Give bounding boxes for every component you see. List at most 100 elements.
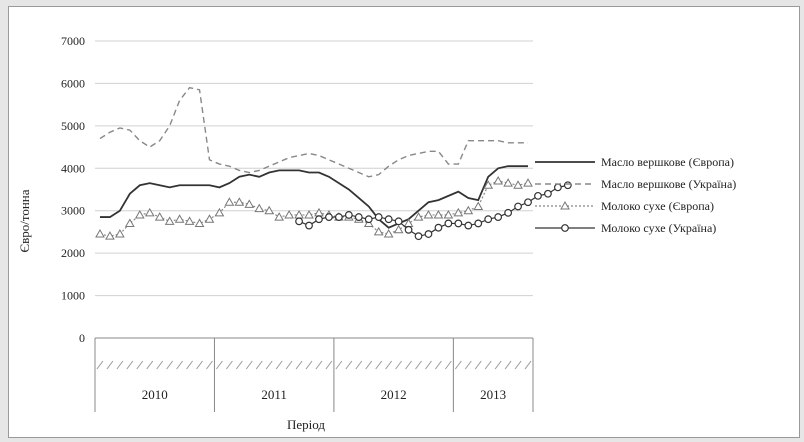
month-tick: [365, 360, 373, 370]
triangle-marker: [473, 201, 484, 210]
year-label: 2011: [261, 387, 287, 402]
circle-marker: [544, 189, 552, 198]
month-tick: [385, 360, 393, 370]
month-tick: [235, 360, 243, 370]
month-tick: [206, 360, 213, 370]
series-line: [99, 180, 529, 237]
circle-marker: [444, 219, 453, 228]
circle-marker: [504, 208, 513, 217]
circle-marker: [553, 183, 562, 192]
series-layer: [95, 86, 572, 241]
triangle-marker: [373, 226, 384, 236]
circle-marker: [344, 211, 353, 219]
circle-marker: [404, 225, 413, 234]
circle-marker: [474, 219, 483, 228]
legend: Масло вершкове (Європа) Масло вершкове (У…: [535, 155, 736, 235]
triangle-marker: [443, 209, 454, 219]
circle-marker: [434, 223, 443, 232]
triangle-marker: [513, 180, 523, 189]
month-tick: [305, 360, 313, 370]
triangle-marker: [413, 212, 424, 221]
triangle-marker: [224, 197, 235, 206]
circle-marker: [484, 215, 493, 224]
month-tick: [255, 360, 263, 370]
month-tick: [245, 360, 253, 370]
month-tick: [156, 360, 164, 370]
circle-marker: [494, 213, 503, 221]
y-tick-label: 2000: [61, 246, 85, 260]
triangle-marker: [124, 218, 135, 227]
month-tick: [96, 360, 104, 370]
month-tick: [484, 360, 492, 370]
month-tick: [176, 360, 184, 370]
month-tick: [355, 360, 363, 370]
series-1: [99, 165, 529, 229]
circle-marker: [524, 198, 532, 207]
month-tick: [405, 360, 412, 370]
triangle-marker: [154, 212, 165, 221]
triangle-marker: [463, 205, 474, 215]
circle-marker: [305, 221, 313, 230]
triangle-marker: [274, 212, 285, 221]
series-line: [298, 184, 568, 237]
year-label: 2012: [381, 387, 407, 402]
circle-marker: [384, 215, 393, 224]
triangle-marker: [284, 209, 294, 219]
month-tick: [196, 360, 203, 370]
month-tick: [514, 360, 522, 370]
triangle-marker: [234, 197, 245, 206]
circle-marker: [534, 191, 542, 200]
month-tick: [325, 360, 333, 370]
triangle-marker: [204, 214, 215, 223]
triangle-marker: [115, 229, 125, 238]
circle-marker: [563, 181, 572, 190]
month-tick: [395, 360, 403, 370]
month-tick: [265, 360, 273, 370]
triangle-marker: [144, 207, 155, 217]
legend-label: Масло вершкове (Європа): [601, 155, 734, 169]
month-tick: [345, 360, 353, 370]
month-tick: [375, 360, 383, 370]
circle-marker: [561, 224, 569, 232]
x-tick-labels: 2010 2011 2012 2013: [94, 338, 534, 412]
triangle-marker: [453, 207, 464, 217]
y-tick-label: 5000: [61, 119, 85, 133]
triangle-marker: [423, 209, 434, 219]
month-tick: [474, 360, 482, 370]
year-label: 2013: [480, 387, 506, 402]
month-tick: [435, 360, 442, 370]
triangle-marker: [383, 229, 394, 238]
month-tick: [464, 360, 472, 370]
circle-marker: [424, 230, 433, 238]
triangle-marker: [184, 216, 195, 225]
month-tick: [166, 360, 174, 370]
circle-marker: [334, 213, 343, 221]
triangle-marker: [314, 207, 324, 217]
series-line: [99, 86, 529, 178]
month-tick: [225, 360, 233, 370]
triangle-marker: [95, 229, 105, 238]
circle-marker: [325, 213, 333, 221]
y-tick-label: 0: [79, 331, 85, 345]
circle-marker: [514, 202, 522, 211]
y-tick-label: 1000: [61, 289, 85, 303]
legend-label: Молоко сухе (Європа): [601, 199, 714, 213]
month-tick: [335, 360, 343, 370]
triangle-marker: [304, 209, 314, 219]
y-axis-label: Євро/тонна: [17, 189, 32, 252]
y-tick-label: 3000: [61, 204, 85, 218]
chart-frame: 0 1000 2000 3000 4000 5000 6000 7000 2010 2011 20…: [8, 6, 800, 438]
circle-marker: [464, 221, 473, 230]
month-tick: [116, 360, 124, 370]
month-tick: [275, 360, 283, 370]
triangle-marker: [194, 218, 205, 227]
month-tick: [444, 360, 452, 370]
month-tick: [494, 360, 502, 370]
month-tick: [504, 360, 512, 370]
circle-marker: [394, 217, 403, 226]
series-3: [95, 176, 533, 240]
triangle-marker: [214, 207, 225, 217]
series-2: [99, 86, 529, 178]
triangle-marker: [523, 178, 533, 187]
